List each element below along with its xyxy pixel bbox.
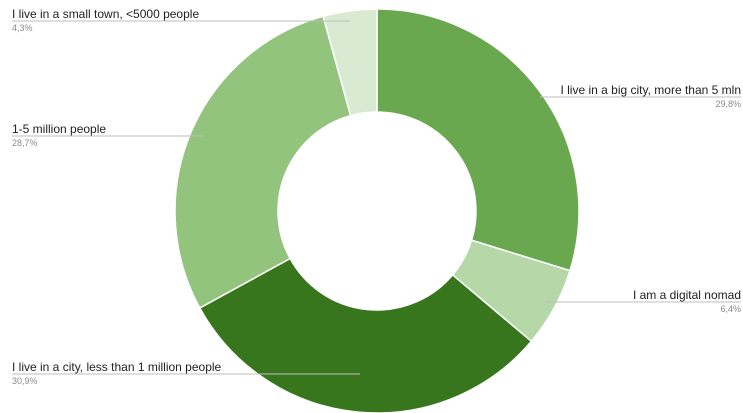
slice-label-1: I am a digital nomad — [633, 288, 741, 302]
slice-label-2: I live in a city, less than 1 million pe… — [12, 360, 222, 374]
leader-lines — [12, 20, 741, 375]
donut-slices — [174, 8, 580, 413]
slice-label-0: I live in a big city, more than 5 mln — [560, 83, 741, 97]
slice-label-4: I live in a small town, <5000 people — [12, 7, 199, 21]
slice-percent-1: 6,4% — [720, 304, 741, 314]
slice-3 — [174, 15, 352, 309]
slice-percent-0: 29,8% — [715, 99, 741, 109]
slice-4 — [322, 8, 378, 117]
slice-percent-4: 4,3% — [12, 23, 33, 33]
slice-percent-2: 30,9% — [12, 376, 38, 386]
slice-label-3: 1-5 million people — [12, 122, 106, 136]
slice-0 — [376, 8, 580, 272]
slice-labels: I live in a big city, more than 5 mln 29,… — [12, 7, 741, 386]
slice-percent-3: 28,7% — [12, 138, 38, 148]
